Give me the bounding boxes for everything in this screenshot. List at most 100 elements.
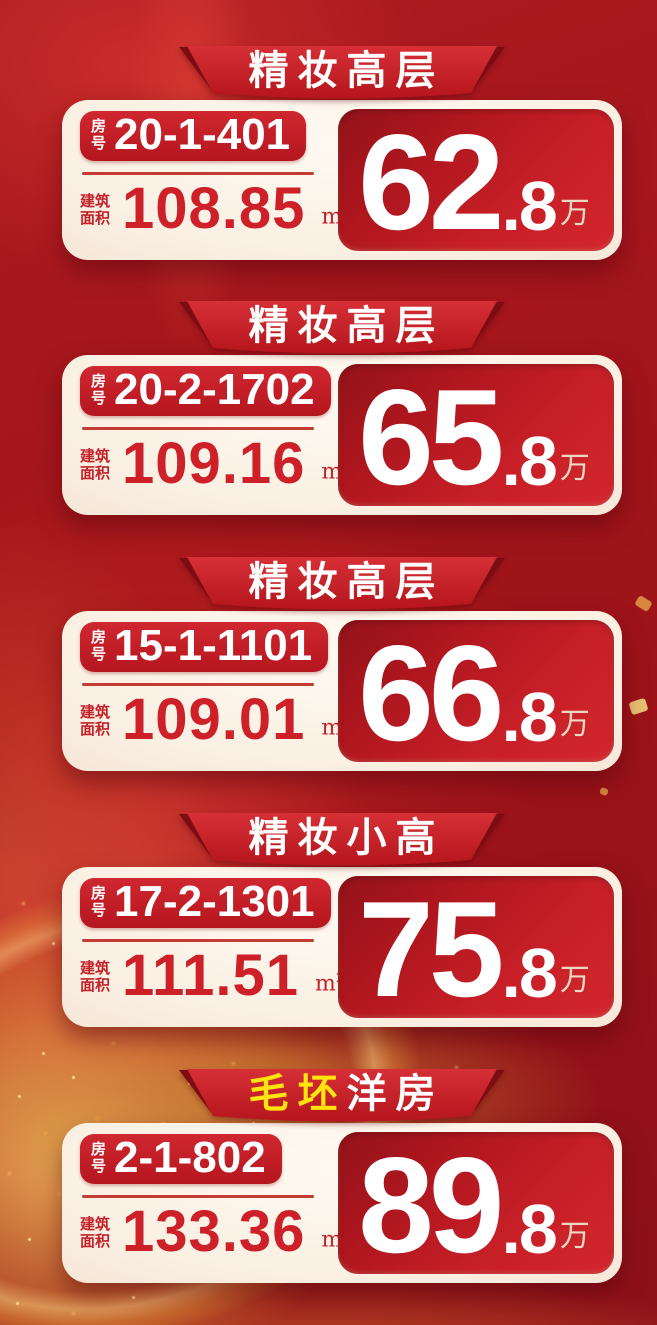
room-number-value: 20-2-1702 <box>114 364 315 414</box>
gold-sparkles <box>0 0 3 3</box>
room-label-char: 房 <box>91 373 107 391</box>
category-ribbon: 毛坯洋房 <box>177 1068 507 1126</box>
area-row: 建筑 面积 109.16 m2 <box>80 431 622 496</box>
ribbon-banner-shape <box>179 301 505 354</box>
price-integer: 66 <box>358 617 504 769</box>
category-title-text: 洋房 <box>346 1072 445 1116</box>
divider-line <box>82 683 314 686</box>
category-title-highlight: 毛坯 <box>248 1072 347 1116</box>
area-label-line: 面积 <box>80 976 111 994</box>
area-label-line: 面积 <box>80 1232 111 1250</box>
category-title-text: 精妆小高 <box>248 816 445 860</box>
room-label-char: 房 <box>91 885 107 903</box>
area-row: 建筑 面积 111.51 m2 <box>80 943 622 1008</box>
area-label-line: 建筑 <box>80 447 111 465</box>
area-label-line: 建筑 <box>80 959 111 977</box>
ribbon-banner-shape <box>179 46 505 99</box>
listing-card: 房 号 20-2-1702 建筑 面积 109.16 m2 65 .8 万 <box>62 355 622 515</box>
listing-card: 房 号 15-1-1101 建筑 面积 109.01 m2 66 .8 万 <box>62 611 622 771</box>
divider-line <box>82 427 314 430</box>
price-unit: 万 <box>559 708 590 741</box>
category-ribbon: 精妆高层 <box>177 45 507 103</box>
room-number-pill: 房 号 15-1-1101 <box>80 620 329 672</box>
area-label: 建筑 面积 <box>80 704 110 739</box>
area-value: 108.85 <box>122 176 306 241</box>
room-number-label: 房 号 <box>91 629 107 664</box>
listing-card: 房 号 20-1-401 建筑 面积 108.85 m2 62 .8 万 <box>62 100 622 260</box>
price-unit: 万 <box>559 197 590 230</box>
price-panel: 89 .8 万 <box>338 1132 614 1274</box>
category-title: 精妆高层 <box>177 556 507 614</box>
area-row: 建筑 面积 108.85 m2 <box>80 176 622 241</box>
area-value: 111.51 <box>122 943 300 1008</box>
room-label-char: 号 <box>91 135 107 152</box>
listing-section: 精妆小高 房 号 17-2-1301 建筑 面积 111.51 m2 75 <box>62 812 622 1030</box>
listing-card: 房 号 2-1-802 建筑 面积 133.36 m2 89 .8 万 <box>62 1123 622 1283</box>
category-title: 精妆小高 <box>177 812 507 870</box>
divider-line <box>82 1195 314 1198</box>
area-row: 建筑 面积 109.01 m2 <box>80 687 622 752</box>
price-integer: 65 <box>358 361 504 513</box>
price-panel: 62 .8 万 <box>338 109 614 251</box>
ribbon-banner-shape <box>179 1069 505 1122</box>
category-title-text: 精妆高层 <box>248 560 445 604</box>
price-decimal: .8 <box>501 166 557 245</box>
area-label: 建筑 面积 <box>80 960 110 995</box>
category-ribbon: 精妆高层 <box>177 300 507 358</box>
price-unit: 万 <box>559 452 590 485</box>
room-number-pill: 房 号 2-1-802 <box>80 1134 282 1184</box>
room-number-pill: 房 号 20-1-401 <box>80 109 307 161</box>
category-title-text: 精妆高层 <box>248 49 445 93</box>
room-number-pill: 房 号 20-2-1702 <box>80 366 331 416</box>
price-unit: 万 <box>559 1220 590 1253</box>
room-label-char: 号 <box>91 902 107 919</box>
room-number-value: 17-2-1301 <box>114 876 315 926</box>
area-label-line: 建筑 <box>80 192 111 210</box>
price-panel: 65 .8 万 <box>338 364 614 506</box>
gold-confetti <box>634 594 653 613</box>
price-panel: 66 .8 万 <box>338 620 614 762</box>
price-integer: 89 <box>358 1129 504 1281</box>
price-integer: 62 <box>358 106 504 258</box>
price-panel: 75 .8 万 <box>338 876 614 1018</box>
room-label-char: 号 <box>91 1158 107 1175</box>
area-value: 109.01 <box>122 687 306 752</box>
ribbon-banner-shape <box>179 813 505 866</box>
room-number-pill: 房 号 17-2-1301 <box>80 878 331 928</box>
room-number-label: 房 号 <box>91 1141 107 1176</box>
room-label-char: 房 <box>91 118 107 136</box>
price-integer: 75 <box>358 873 504 1025</box>
category-ribbon: 精妆高层 <box>177 556 507 614</box>
price-decimal: .8 <box>501 677 557 756</box>
gold-confetti <box>599 786 609 797</box>
gold-confetti <box>628 697 649 716</box>
area-label-line: 建筑 <box>80 703 111 721</box>
room-number-label: 房 号 <box>91 885 107 920</box>
ribbon-banner-shape <box>179 557 505 610</box>
area-label: 建筑 面积 <box>80 1216 110 1251</box>
category-ribbon: 精妆小高 <box>177 812 507 870</box>
category-title: 精妆高层 <box>177 300 507 358</box>
area-label: 建筑 面积 <box>80 193 110 228</box>
room-label-char: 房 <box>91 629 107 647</box>
price-decimal: .8 <box>501 421 557 500</box>
divider-line <box>82 939 314 942</box>
price-decimal: .8 <box>501 933 557 1012</box>
area-label: 建筑 面积 <box>80 448 110 483</box>
room-number-label: 房 号 <box>91 373 107 408</box>
area-label-line: 面积 <box>80 464 111 482</box>
area-value: 133.36 <box>122 1199 306 1264</box>
area-label-line: 建筑 <box>80 1215 111 1233</box>
area-value: 109.16 <box>122 431 306 496</box>
price-unit: 万 <box>559 964 590 997</box>
room-number-value: 20-1-401 <box>114 109 291 159</box>
listing-section: 毛坯洋房 房 号 2-1-802 建筑 面积 133.36 m2 89 <box>62 1068 622 1286</box>
listing-card: 房 号 17-2-1301 建筑 面积 111.51 m2 75 .8 万 <box>62 867 622 1027</box>
category-title-text: 精妆高层 <box>248 304 445 348</box>
room-number-label: 房 号 <box>91 118 107 153</box>
room-number-value: 15-1-1101 <box>114 620 313 670</box>
room-label-char: 号 <box>91 390 107 407</box>
divider-line <box>82 172 314 175</box>
category-title: 毛坯洋房 <box>177 1068 507 1126</box>
